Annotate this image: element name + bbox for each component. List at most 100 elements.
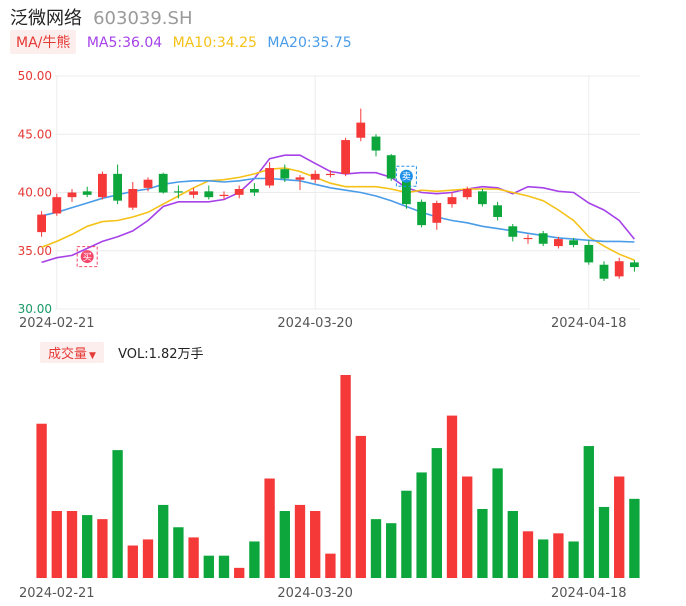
volume-x-tick: 2024-03-20 [277,586,353,601]
candle [523,234,533,244]
ma-line-ma10 [41,167,635,261]
candle [341,137,351,177]
candle [386,154,396,181]
sell-signal-marker: 卖 [395,165,417,187]
candle-body [371,136,381,151]
candle [447,192,457,208]
candle [553,236,563,249]
candle [356,108,366,142]
candle-body [173,191,183,193]
stock-code: 603039.SH [93,8,193,29]
candle-body [310,173,320,180]
marker-label: 卖 [402,172,411,183]
volume-bar [97,519,108,578]
candle-body [325,173,335,176]
volume-bar [218,555,230,578]
volume-legend: 成交量 ▼ VOL:1.82万手 [40,342,204,363]
candle-body [52,197,62,214]
volume-bar [279,511,290,578]
candle [128,182,138,210]
candle [143,177,153,192]
volume-tag-label: 成交量 [48,347,88,362]
volume-indicator-selector[interactable]: 成交量 ▼ [40,342,104,363]
candle [219,191,229,200]
marker-dot [80,250,94,264]
volume-x-tick: 2024-04-18 [551,586,627,601]
ma-indicator-selector[interactable]: MA/牛熊 [10,30,77,54]
ma5-label: MA5:36.04 [86,35,163,51]
volume-bar [568,541,579,578]
ma10-label: MA10:34.25 [172,35,257,51]
volume-bar [36,423,47,578]
candle [234,185,244,199]
candle [82,186,92,198]
volume-bar [492,468,503,578]
candle [477,189,487,207]
candle-body [599,264,609,279]
volume-bar [401,490,412,578]
candle [280,164,290,183]
candle-body [401,176,411,205]
candle [599,261,609,282]
candle-body [447,197,457,205]
candle-body [508,226,518,237]
volume-bar [294,504,306,578]
volume-bar [416,472,427,578]
volume-bar [386,523,397,578]
candle [97,171,107,200]
candle-body [249,189,259,193]
volume-bar [629,498,640,578]
volume-bar [614,476,625,578]
volume-bar [66,511,78,578]
candle-body [143,179,153,188]
price-y-tick: 40.00 [18,186,52,200]
candle-body [569,240,579,245]
candle-body [417,201,427,226]
volume-bar [188,537,199,578]
candle [417,199,427,228]
candle [614,257,624,279]
candle [538,230,548,247]
candle-body [189,191,199,195]
candle-body [113,173,123,201]
candle [584,240,594,265]
candle-body [629,262,639,268]
volume-bar [234,567,245,578]
candle-body [386,155,396,179]
volume-bar [310,511,321,578]
price-y-tick: 30.00 [18,302,52,316]
price-x-tick: 2024-03-20 [277,316,353,331]
ma20-label: MA20:35.75 [267,35,352,51]
volume-bar [538,539,549,578]
volume-bar [127,545,138,578]
candle [189,187,199,199]
volume-bar [325,553,336,578]
candle [493,201,503,221]
candle-body [477,191,487,205]
candle-body [553,239,563,247]
volume-bar [431,448,442,578]
candle [67,189,77,202]
candle [113,164,123,205]
caret-down-icon: ▼ [89,351,96,361]
marker-dot [399,169,413,183]
volume-bar [249,541,260,578]
volume-bar [82,515,93,578]
candle [265,162,275,188]
volume-bar [583,446,594,578]
candle-body [280,169,290,179]
volume-bar [553,533,564,578]
volume-bar [203,555,214,578]
candle-body [219,194,229,197]
candle [432,200,442,230]
volume-bar [598,506,610,578]
marker-label: 买 [83,252,92,263]
candle [569,237,579,248]
volume-x-tick: 2024-02-21 [19,586,95,601]
candle-body [341,140,351,174]
candle-body [234,189,244,195]
ma-line-ma5 [41,154,636,264]
candle-body [538,233,548,244]
candle [204,185,214,200]
